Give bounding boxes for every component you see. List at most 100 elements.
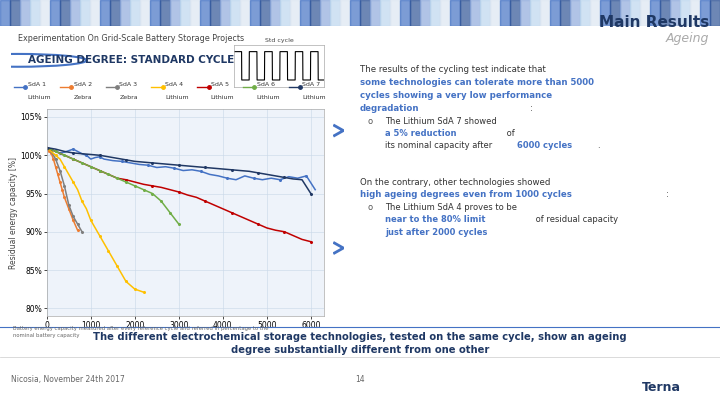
Bar [160,0,170,26]
Text: Lithium: Lithium [28,95,51,100]
Text: Terna: Terna [642,381,680,394]
Bar [310,0,320,26]
Text: 6000 cycles: 6000 cycles [517,141,572,150]
Bar [290,0,300,26]
Bar [130,0,140,26]
Text: :: : [666,190,669,199]
Text: The Lithium SdA 7 showed: The Lithium SdA 7 showed [385,117,500,126]
Text: SdA 4: SdA 4 [165,82,183,87]
Text: Lithium: Lithium [165,95,189,100]
Text: a 5% reduction: a 5% reduction [385,129,456,138]
Bar [350,0,360,26]
Bar [610,0,620,26]
Text: :: : [530,104,533,113]
Text: of: of [504,129,515,138]
Text: Battery energy capacity measured after every reference cycle and referred in per: Battery energy capacity measured after e… [13,326,269,338]
Text: Lithium: Lithium [211,95,235,100]
Bar [0,0,10,26]
Bar [90,0,100,26]
Bar [220,0,230,26]
Bar [400,0,410,26]
Bar [650,0,660,26]
Text: o: o [367,203,372,212]
Text: SdA 3: SdA 3 [120,82,138,87]
Bar [330,0,340,26]
Bar [140,0,150,26]
Text: AGEING DEGREE: STANDARD CYCLE: AGEING DEGREE: STANDARD CYCLE [28,55,234,65]
Text: o: o [367,117,372,126]
Bar [340,0,350,26]
Bar [380,0,390,26]
Text: Ageing: Ageing [666,32,709,45]
Bar [710,0,720,26]
Bar [680,0,690,26]
Bar [80,0,90,26]
Bar [490,0,500,26]
Bar [300,0,310,26]
Bar [520,0,530,26]
Text: Lithium: Lithium [302,95,326,100]
Bar [370,0,380,26]
Bar [590,0,600,26]
Text: Nicosia, November 24th 2017: Nicosia, November 24th 2017 [11,375,125,384]
Bar [110,0,120,26]
Bar [30,0,40,26]
Bar [260,0,270,26]
Text: Lithium: Lithium [256,95,280,100]
Text: Zebra: Zebra [120,95,138,100]
Bar [410,0,420,26]
Text: 14: 14 [355,375,365,384]
Text: SdA 7: SdA 7 [302,82,320,87]
Bar [560,0,570,26]
Bar [50,0,60,26]
Text: On the contrary, other technologies showed: On the contrary, other technologies show… [360,178,553,187]
Text: Zebra: Zebra [73,95,92,100]
Bar [620,0,630,26]
Text: .: . [598,141,600,150]
Text: of residual capacity: of residual capacity [533,215,618,224]
Bar [180,0,190,26]
Bar [510,0,520,26]
Bar [320,0,330,26]
Bar [360,0,370,26]
Bar [660,0,670,26]
Bar [280,0,290,26]
Bar [40,0,50,26]
Bar [450,0,460,26]
Bar [120,0,130,26]
Bar [670,0,680,26]
Bar [70,0,80,26]
Bar [540,0,550,26]
Bar [700,0,710,26]
Bar [420,0,430,26]
Bar [250,0,260,26]
Bar [500,0,510,26]
Bar [440,0,450,26]
Bar [530,0,540,26]
Y-axis label: Residual energy capacity [%]: Residual energy capacity [%] [9,157,17,269]
Text: Experimentation On Grid-Scale Battery Storage Projects: Experimentation On Grid-Scale Battery St… [18,34,244,43]
Bar [570,0,580,26]
Bar [200,0,210,26]
Bar [190,0,200,26]
Text: some technologies can tolerate more than 5000: some technologies can tolerate more than… [360,78,594,87]
Bar [10,0,20,26]
Text: cycles showing a very low performance: cycles showing a very low performance [360,91,552,100]
Text: SdA 1: SdA 1 [28,82,46,87]
Bar [580,0,590,26]
Bar [170,0,180,26]
Text: The Lithium SdA 4 proves to be: The Lithium SdA 4 proves to be [385,203,520,212]
Text: SdA 5: SdA 5 [211,82,229,87]
Bar [230,0,240,26]
Bar [430,0,440,26]
Bar [150,0,160,26]
Text: The different electrochemical storage technologies, tested on the same cycle, sh: The different electrochemical storage te… [93,332,627,342]
Bar [210,0,220,26]
Text: SdA 6: SdA 6 [256,82,274,87]
Bar [240,0,250,26]
Text: Main Results: Main Results [599,15,709,30]
Bar [270,0,280,26]
Text: degree substantially different from one other: degree substantially different from one … [231,345,489,355]
Text: near to the 80% limit: near to the 80% limit [385,215,486,224]
Bar [480,0,490,26]
